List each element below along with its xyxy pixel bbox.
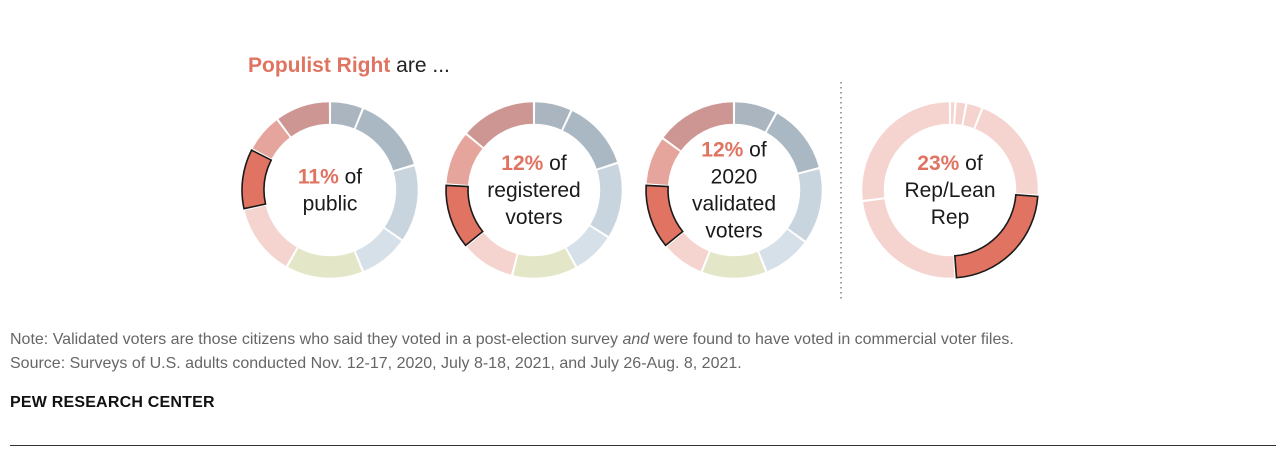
- donut-segment-highlight: [953, 193, 1039, 279]
- donut-segment: [466, 232, 518, 276]
- donut-segment: [861, 101, 950, 201]
- donut-percent-label: 12%: [501, 152, 543, 175]
- donut-segment: [566, 225, 609, 268]
- donut-segment-highlight: [645, 184, 684, 247]
- donut-percent-suffix: of: [959, 152, 983, 175]
- donut-center-label: 23% of: [917, 152, 983, 175]
- donut-segment: [277, 101, 330, 138]
- donut-segment: [862, 198, 955, 279]
- donut-segment: [974, 108, 1039, 195]
- donut-percent-suffix: of: [543, 152, 567, 175]
- note-italic: and: [622, 331, 650, 348]
- donut-segment: [244, 205, 298, 267]
- note-line-1: Note: Validated voters are those citizen…: [10, 331, 1014, 348]
- donut-segment: [512, 247, 576, 279]
- bottom-rule: [10, 445, 1276, 446]
- donut-center-text: Rep/Lean: [904, 179, 995, 202]
- donut-percent-suffix: of: [339, 166, 363, 189]
- donut-center-text: public: [303, 193, 358, 216]
- donut-segment: [330, 101, 363, 129]
- donut-center-text: registered: [487, 179, 580, 202]
- donut-percent-suffix: of: [743, 139, 767, 162]
- donut-center-text: 2020: [711, 166, 758, 189]
- donut-segment: [663, 101, 734, 151]
- headline-highlight: Populist Right: [248, 54, 391, 77]
- donut-segment: [287, 247, 363, 279]
- donut-segment: [758, 229, 805, 272]
- donut-chart-1: 11% of public: [241, 101, 419, 279]
- donut-segment: [445, 134, 484, 186]
- donut-center-label: 12% of: [501, 152, 567, 175]
- donut-segment: [252, 119, 291, 160]
- donut-segment: [466, 101, 534, 148]
- donut-segment: [954, 101, 966, 126]
- headline-rest: are ...: [396, 54, 450, 77]
- donut-center-text: Rep: [931, 206, 970, 229]
- donut-segment: [562, 110, 618, 170]
- donut-center-label: 12% of: [701, 139, 767, 162]
- donut-segment: [766, 112, 820, 174]
- note-source: Source: Surveys of U.S. adults conducted…: [10, 355, 742, 372]
- donut-segment: [950, 101, 955, 125]
- donut-percent-label: 23%: [917, 152, 959, 175]
- donut-segment: [355, 227, 402, 272]
- donut-center-label: 11% of: [298, 166, 362, 189]
- donut-segment: [962, 103, 982, 129]
- donut-center-text: voters: [505, 206, 562, 229]
- donut-chart-4: 23% of Rep/Lean Rep: [861, 101, 1039, 279]
- donut-segment: [645, 138, 681, 186]
- donut-percent-label: 11%: [298, 166, 339, 189]
- donut-percent-label: 12%: [701, 139, 743, 162]
- donut-segment: [787, 168, 823, 242]
- donut-segment-highlight: [445, 184, 484, 247]
- donut-chart-2: 12% of registered voters: [445, 101, 623, 279]
- donut-segment: [734, 101, 776, 133]
- donut-chart-3: 12% of 2020 validated voters: [645, 101, 823, 279]
- note: Note: Validated voters are those citizen…: [10, 328, 1014, 376]
- donut-segment: [384, 165, 419, 240]
- donut-segment: [666, 232, 710, 272]
- donut-center-text: voters: [705, 220, 762, 243]
- donut-segment: [589, 163, 623, 237]
- donut-segment-highlight: [241, 149, 273, 210]
- brand-logo-text: PEW RESEARCH CENTER: [10, 394, 215, 411]
- headline: Populist Right are ...: [248, 54, 450, 78]
- donut-segment: [355, 108, 415, 171]
- donut-segment: [702, 251, 766, 279]
- donut-center-text: validated: [692, 193, 776, 216]
- donut-segment: [534, 101, 571, 131]
